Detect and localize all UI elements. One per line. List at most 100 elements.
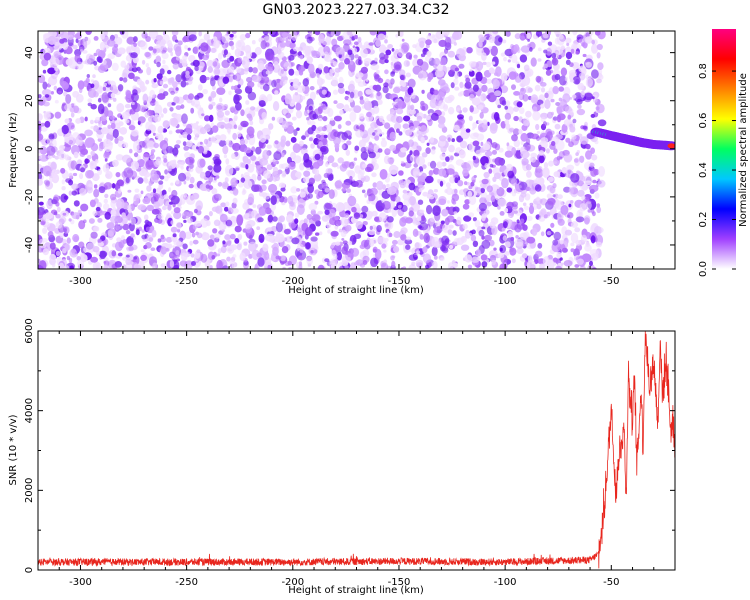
heatmap-point xyxy=(40,220,46,226)
heatmap-point xyxy=(80,148,88,155)
heatmap-point xyxy=(334,143,340,149)
heatmap-point xyxy=(96,87,103,94)
heatmap-point xyxy=(454,71,459,79)
heatmap-point xyxy=(424,175,434,184)
heatmap-point xyxy=(120,60,127,68)
heatmap-point xyxy=(401,216,409,224)
heatmap-point xyxy=(582,53,587,58)
heatmap-point xyxy=(130,233,135,238)
heatmap-point xyxy=(101,127,109,135)
heatmap-point xyxy=(414,242,420,249)
heatmap-point xyxy=(406,236,411,241)
heatmap-point xyxy=(70,248,77,254)
heatmap-point xyxy=(245,100,250,105)
heatmap-point xyxy=(353,124,360,132)
heatmap-point xyxy=(400,147,407,153)
heatmap-point xyxy=(355,221,363,230)
heatmap-point xyxy=(170,211,174,215)
heatmap-point xyxy=(353,157,358,161)
heatmap-point xyxy=(409,150,413,156)
heatmap-point xyxy=(127,208,132,214)
heatmap-points xyxy=(38,31,607,269)
heatmap-point xyxy=(504,112,512,120)
heatmap-point xyxy=(189,176,195,184)
heatmap-point xyxy=(591,44,598,54)
heatmap-point xyxy=(452,171,459,179)
heatmap-point xyxy=(531,227,538,236)
heatmap-point xyxy=(401,38,405,42)
heatmap-point xyxy=(369,31,377,36)
heatmap-point xyxy=(296,127,300,131)
heatmap-point xyxy=(292,143,301,154)
heatmap-point xyxy=(147,96,153,102)
heatmap-point xyxy=(282,37,287,41)
heatmap-point xyxy=(341,238,345,241)
heatmap-point xyxy=(443,31,450,36)
heatmap-point xyxy=(322,156,328,161)
heatmap-point xyxy=(259,188,263,193)
heatmap-point xyxy=(313,173,322,182)
heatmap-point xyxy=(456,107,461,112)
heatmap-point xyxy=(360,66,368,74)
heatmap-point xyxy=(526,215,533,221)
heatmap-point xyxy=(546,111,554,119)
heatmap-point xyxy=(499,247,503,252)
heatmap-point xyxy=(384,59,389,64)
heatmap-point xyxy=(308,137,313,142)
heatmap-point xyxy=(38,154,43,160)
heatmap-point xyxy=(493,247,497,251)
heatmap-point xyxy=(405,52,413,60)
heatmap-point xyxy=(216,87,226,95)
heatmap-point xyxy=(125,90,132,99)
heatmap-point xyxy=(324,187,330,193)
heatmap-point xyxy=(172,62,179,70)
heatmap-point xyxy=(193,128,201,136)
heatmap-point xyxy=(279,52,285,59)
heatmap-point xyxy=(169,260,175,268)
heatmap-point xyxy=(535,250,543,257)
heatmap-point xyxy=(537,58,542,62)
heatmap-point xyxy=(142,197,151,204)
heatmap-point xyxy=(574,227,581,233)
heatmap-point xyxy=(308,63,315,74)
heatmap-point xyxy=(408,139,414,147)
heatmap-point xyxy=(193,46,199,55)
heatmap-point xyxy=(308,31,313,37)
heatmap-point xyxy=(346,169,354,176)
heatmap-point xyxy=(182,131,189,139)
heatmap-point xyxy=(112,97,117,102)
heatmap-point xyxy=(93,125,99,132)
heatmap-point xyxy=(387,44,393,49)
heatmap-point xyxy=(561,167,567,174)
heatmap-point xyxy=(290,136,297,143)
heatmap-point xyxy=(143,214,149,221)
heatmap-point xyxy=(281,163,289,170)
heatmap-point xyxy=(52,57,60,67)
heatmap-point xyxy=(122,154,132,163)
heatmap-point xyxy=(452,262,458,268)
heatmap-point xyxy=(514,224,522,233)
heatmap-point xyxy=(500,85,509,94)
heatmap-point xyxy=(228,40,234,47)
heatmap-point xyxy=(213,68,221,76)
heatmap-point xyxy=(563,86,571,96)
heatmap-point xyxy=(417,199,424,205)
heatmap-point xyxy=(175,139,182,145)
heatmap-point xyxy=(536,131,541,134)
heatmap-point xyxy=(522,202,527,207)
x-tick-label: -100 xyxy=(494,577,517,588)
heatmap-point xyxy=(345,224,352,232)
heatmap-point xyxy=(421,152,428,158)
heatmap-point xyxy=(263,76,270,84)
heatmap-point xyxy=(472,122,477,129)
heatmap-point xyxy=(215,175,220,179)
heatmap-point xyxy=(596,103,605,114)
heatmap-point xyxy=(338,62,345,70)
heatmap-point xyxy=(212,61,218,67)
heatmap-point xyxy=(278,182,286,188)
heatmap-point xyxy=(353,233,362,239)
heatmap-point xyxy=(90,83,95,89)
heatmap-point xyxy=(68,172,73,179)
heatmap-point xyxy=(257,82,261,88)
heatmap-point xyxy=(284,93,292,105)
